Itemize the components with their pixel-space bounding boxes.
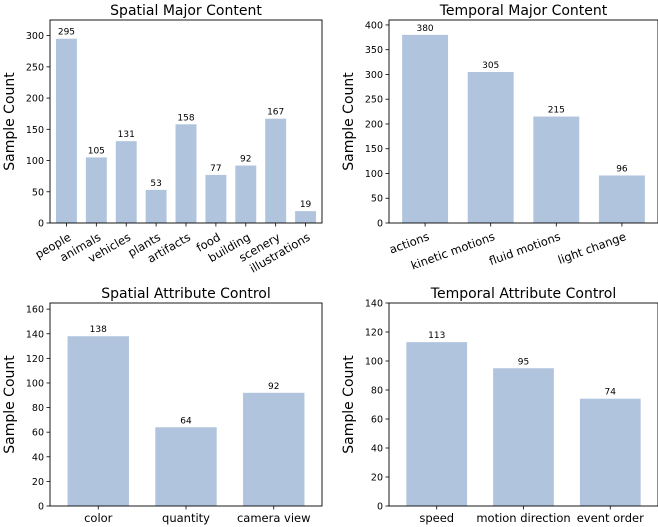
bar-light-change <box>598 175 645 223</box>
x-tick-label: actions <box>387 229 431 256</box>
bar-value-label: 105 <box>88 146 105 156</box>
y-tick-label: 200 <box>365 119 383 130</box>
bar-value-label: 138 <box>90 325 107 335</box>
y-tick-label: 100 <box>365 169 383 180</box>
y-tick-label: 150 <box>365 144 383 155</box>
x-tick-label: color <box>84 511 113 525</box>
chart-title: Temporal Major Content <box>439 3 608 19</box>
chart-title: Spatial Major Content <box>110 3 262 19</box>
x-tick-label: motion direction <box>476 511 570 525</box>
y-tick-label: 80 <box>32 403 44 414</box>
bar-value-label: 131 <box>118 130 135 140</box>
bar-animals <box>85 157 107 223</box>
bar-vehicles <box>115 141 137 223</box>
bar-value-label: 19 <box>300 200 312 210</box>
y-tick-label: 60 <box>32 428 44 439</box>
y-tick-label: 100 <box>26 378 44 389</box>
y-tick-label: 100 <box>26 156 44 167</box>
y-axis-label: Sample Count <box>341 355 357 454</box>
bar-color <box>67 336 129 506</box>
bar-plants <box>145 189 167 223</box>
y-tick-label: 40 <box>32 452 44 463</box>
y-tick-label: 120 <box>26 354 44 365</box>
y-tick-label: 250 <box>26 62 44 73</box>
chart-title: Spatial Attribute Control <box>101 286 271 302</box>
bar-value-label: 380 <box>416 24 433 34</box>
bar-building <box>235 165 257 223</box>
chart-title: Temporal Attribute Control <box>430 286 616 302</box>
y-tick-label: 160 <box>26 305 44 316</box>
y-tick-label: 0 <box>38 502 44 513</box>
y-tick-label: 50 <box>371 194 383 205</box>
bar-quantity <box>155 427 217 506</box>
chart-panel-4: Temporal Attribute Control Sample Count 11… <box>341 286 658 525</box>
bar-value-label: 113 <box>428 331 445 341</box>
y-tick-label: 100 <box>365 357 383 368</box>
bar-value-label: 64 <box>180 416 192 426</box>
bar-food <box>205 174 227 223</box>
plot-frame <box>388 19 658 224</box>
x-tick-label: speed <box>419 511 454 525</box>
bar-motion-direction <box>493 368 554 506</box>
plot-frame <box>49 302 323 507</box>
bar-people <box>55 38 77 223</box>
bar-camera-view <box>243 392 305 506</box>
y-tick-label: 20 <box>371 473 383 484</box>
chart-panel-3: Spatial Attribute Control Sample Count 138… <box>2 286 323 525</box>
bar-actions <box>402 34 449 224</box>
y-tick-label: 350 <box>365 45 383 56</box>
bar-value-label: 305 <box>482 61 499 71</box>
chart-panel-2: Temporal Major Content Sample Count 380 act… <box>341 3 658 273</box>
bar-value-label: 158 <box>177 113 194 123</box>
y-tick-label: 20 <box>32 477 44 488</box>
bar-value-label: 95 <box>518 357 529 367</box>
bar-illustrations <box>295 211 317 223</box>
y-tick-label: 200 <box>26 94 44 105</box>
bar-event-order <box>579 398 641 506</box>
y-tick-label: 0 <box>377 502 383 513</box>
bar-kinetic-motions <box>467 71 514 223</box>
plot-frame <box>388 302 658 507</box>
y-tick-label: 0 <box>377 219 383 230</box>
y-tick-label: 40 <box>371 444 383 455</box>
y-axis-label: Sample Count <box>2 72 18 171</box>
y-axis-label: Sample Count <box>2 355 18 454</box>
bar-value-label: 215 <box>548 106 565 116</box>
y-tick-label: 250 <box>365 95 383 106</box>
bar-value-label: 167 <box>267 108 284 118</box>
y-tick-label: 400 <box>365 20 383 31</box>
bar-value-label: 92 <box>240 155 251 165</box>
x-tick-label: light change <box>556 229 628 267</box>
bar-fluid-motions <box>533 116 580 223</box>
y-tick-label: 140 <box>365 299 383 310</box>
x-tick-label: camera view <box>237 511 311 525</box>
x-tick-label: quantity <box>162 511 210 525</box>
y-tick-label: 120 <box>365 328 383 339</box>
bar-artifacts <box>175 124 197 223</box>
y-tick-label: 60 <box>371 415 383 426</box>
bar-speed <box>406 342 468 506</box>
x-tick-label: event order <box>577 511 644 525</box>
y-tick-label: 300 <box>26 31 44 42</box>
bar-value-label: 74 <box>605 388 617 398</box>
bar-value-label: 295 <box>58 28 75 38</box>
y-axis-label: Sample Count <box>341 72 357 171</box>
y-tick-label: 50 <box>32 187 44 198</box>
y-tick-label: 80 <box>371 386 383 397</box>
bar-scenery <box>265 118 287 223</box>
bar-value-label: 77 <box>210 164 221 174</box>
plot-frame <box>49 19 323 224</box>
bar-value-label: 96 <box>616 164 628 174</box>
x-tick-label: fluid motions <box>487 229 562 268</box>
bar-value-label: 92 <box>268 382 279 392</box>
y-tick-label: 300 <box>365 70 383 81</box>
y-tick-label: 140 <box>26 329 44 340</box>
y-tick-label: 150 <box>26 125 44 136</box>
bar-value-label: 53 <box>150 179 161 189</box>
y-tick-label: 0 <box>38 219 44 230</box>
